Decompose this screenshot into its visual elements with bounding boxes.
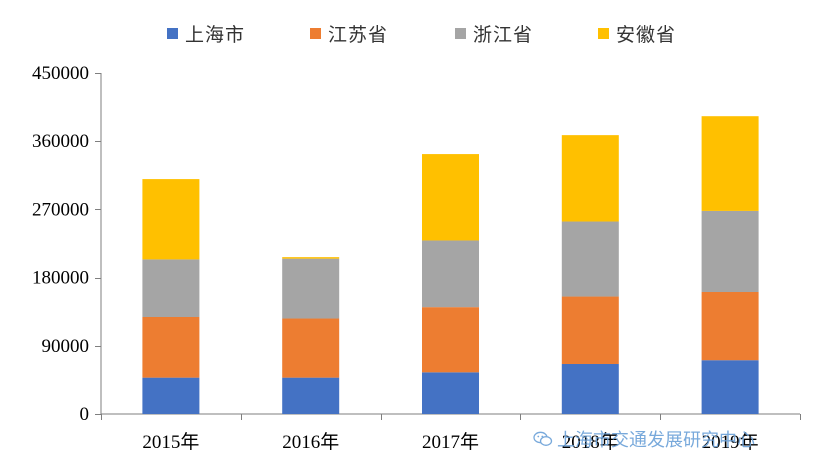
bar-segment-1-1 (142, 377, 200, 414)
y-tick-label: 0 (80, 404, 90, 425)
x-tick-label: 2018年 (562, 431, 619, 453)
axes (95, 73, 801, 420)
legend-label-shanghai: 上海市 (185, 24, 246, 46)
legend-label-anhui: 安徽省 (616, 24, 677, 46)
bar-segment-4-3 (561, 221, 619, 297)
bar-segment-2-3 (282, 258, 340, 319)
x-tick-label: 2019年 (702, 431, 759, 453)
bar-segment-5-2 (701, 291, 759, 361)
wechat-icon (533, 431, 553, 446)
bar-segment-1-2 (142, 317, 200, 378)
legend-swatch-shanghai (167, 28, 178, 39)
watermark-text: 上海市交通发展研究中心 (557, 430, 755, 451)
bar-segment-5-1 (701, 360, 759, 414)
y-tick-labels: 0 90000 180000 270000 360000 450000 (32, 63, 89, 425)
bar-segment-1-3 (142, 259, 200, 318)
bar-segment-5-3 (701, 210, 759, 292)
legend-item-anhui: 安徽省 (598, 20, 676, 47)
legend-label-jiangsu: 江苏省 (328, 24, 389, 46)
x-tick-label: 2015年 (142, 431, 199, 453)
legend-item-zhejiang: 浙江省 (455, 20, 533, 47)
legend-item-jiangsu: 江苏省 (310, 20, 388, 47)
bar-segment-3-4 (422, 154, 479, 241)
bar-segment-2-1 (282, 377, 340, 414)
y-tick-label: 360000 (32, 131, 89, 152)
y-tick-label: 450000 (32, 63, 89, 84)
x-tick-label: 2016年 (282, 431, 339, 453)
bar-segment-3-2 (422, 307, 479, 373)
legend-item-shanghai: 上海市 (167, 20, 245, 47)
bars (142, 116, 759, 414)
legend-label-zhejiang: 浙江省 (473, 24, 534, 46)
legend-swatch-zhejiang (455, 28, 466, 39)
legend-swatch-anhui (598, 28, 609, 39)
y-tick-label: 180000 (32, 268, 89, 289)
y-tick-label: 90000 (42, 336, 90, 357)
legend: 上海市 江苏省 浙江省 安徽省 (0, 20, 827, 46)
bar-segment-1-4 (142, 179, 200, 260)
bar-segment-4-4 (561, 135, 619, 222)
bar-segment-3-3 (422, 240, 479, 308)
bar-segment-5-4 (701, 116, 759, 211)
watermark: 上海市交通发展研究中心 (533, 426, 755, 452)
bar-segment-4-2 (561, 296, 619, 364)
bar-segment-4-1 (561, 363, 619, 414)
x-tick-labels: 2015年 2016年 2017年 2018年 2019年 (142, 431, 758, 453)
y-tick-label: 270000 (32, 199, 89, 220)
bar-segment-2-2 (282, 318, 340, 378)
bar-segment-2-4 (282, 257, 340, 259)
bar-segment-3-1 (422, 372, 479, 414)
legend-swatch-jiangsu (310, 28, 321, 39)
x-tick-label: 2017年 (422, 431, 479, 453)
